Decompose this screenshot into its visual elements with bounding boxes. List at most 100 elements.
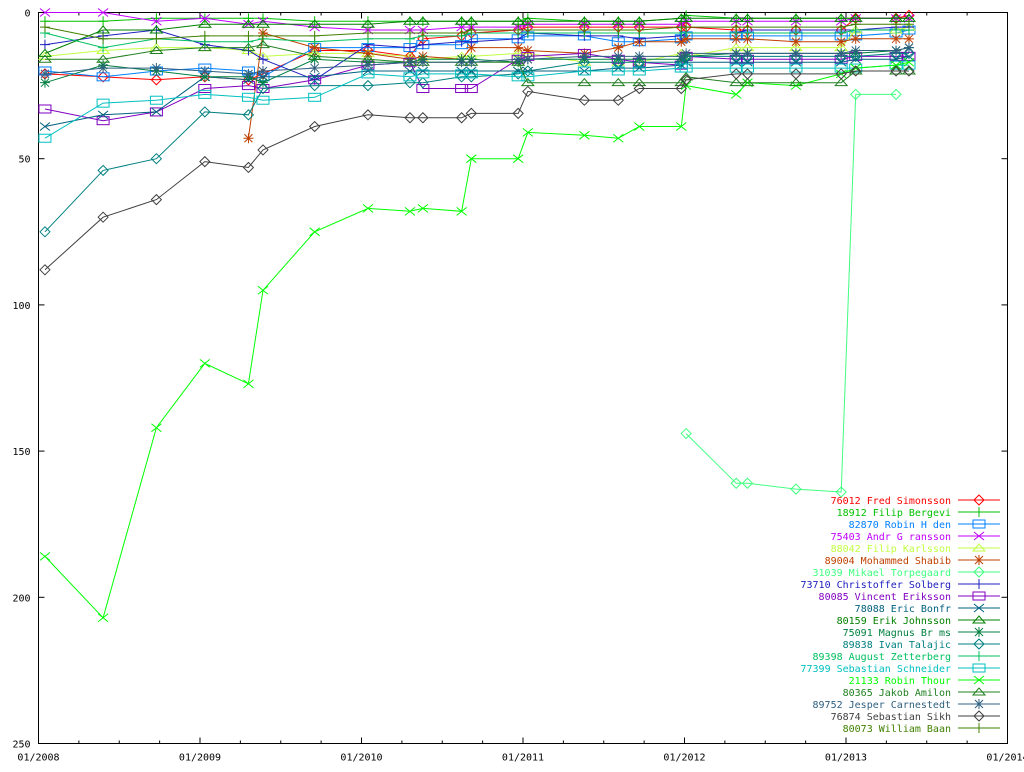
data-point	[97, 211, 109, 223]
data-point	[676, 36, 687, 47]
data-point	[835, 57, 847, 67]
data-point	[891, 19, 902, 30]
data-point	[634, 25, 645, 36]
data-point	[790, 483, 802, 495]
data-point	[579, 51, 590, 62]
data-point	[790, 68, 802, 80]
y-tick-label: 150	[12, 447, 30, 458]
legend-label: 82870 Robin H den	[849, 520, 951, 531]
legend-entry: 21133 Robin Thour	[849, 675, 1000, 687]
legend-marker	[971, 543, 987, 552]
data-point	[151, 63, 162, 74]
data-point	[150, 193, 163, 206]
data-point	[577, 77, 592, 87]
legend-entry: 75403 Andr G ransson	[831, 531, 1000, 543]
data-point	[37, 54, 53, 63]
data-point	[633, 82, 645, 95]
data-point	[197, 19, 212, 28]
data-point	[836, 48, 847, 59]
data-point	[903, 57, 915, 67]
data-point	[199, 65, 210, 76]
data-point	[849, 50, 862, 63]
data-point	[243, 379, 254, 389]
legend-marker	[972, 591, 986, 601]
legend-label: 88042 Filip Karlsson	[831, 544, 951, 555]
series-14	[38, 60, 916, 143]
data-point	[39, 122, 51, 131]
data-point	[39, 264, 51, 276]
legend-entry: 89752 Jesper Carnestedt	[813, 699, 1000, 711]
data-point	[417, 57, 428, 68]
data-point	[404, 112, 416, 124]
data-point	[455, 69, 469, 79]
data-point	[309, 72, 320, 82]
data-point	[456, 27, 467, 38]
data-point	[39, 8, 51, 17]
data-point	[850, 19, 861, 30]
data-point	[308, 79, 321, 92]
y-tick-label: 50	[18, 155, 30, 166]
data-point	[612, 56, 624, 68]
data-point	[38, 104, 52, 114]
data-point	[456, 206, 467, 216]
legend-entry: 76874 Sebastian Sikh	[831, 710, 1000, 723]
legend-marker	[971, 687, 987, 696]
legend-entry: 73710 Christoffer Solberg	[800, 579, 1000, 591]
x-tick-label: 01/2014	[986, 753, 1024, 764]
x-tick-label: 01/2012	[663, 753, 705, 764]
data-point	[151, 423, 162, 433]
data-point	[522, 45, 533, 56]
data-point	[789, 63, 803, 73]
legend-entry: 78088 Eric Bonfr	[855, 603, 1000, 615]
data-point	[466, 25, 477, 36]
data-point	[97, 110, 109, 120]
data-point	[97, 8, 109, 17]
data-point	[522, 127, 534, 137]
data-point	[417, 39, 428, 50]
data-point	[308, 92, 322, 102]
data-point	[241, 42, 256, 52]
data-point	[257, 77, 268, 88]
data-point	[850, 33, 861, 44]
data-point	[257, 144, 269, 156]
legend-entry: 88042 Filip Karlsson	[831, 543, 1000, 555]
legend-marker	[972, 663, 986, 673]
data-point	[849, 65, 862, 77]
data-point	[633, 56, 645, 68]
data-point	[241, 92, 255, 102]
data-point	[149, 25, 164, 34]
data-point	[403, 72, 417, 82]
data-point	[464, 84, 478, 94]
data-point	[199, 13, 211, 23]
data-point	[242, 109, 255, 121]
series-line	[44, 64, 909, 139]
data-point	[742, 33, 753, 44]
data-point	[740, 13, 755, 22]
data-point	[741, 68, 754, 80]
data-point	[241, 19, 256, 28]
data-point	[903, 65, 915, 77]
legend-marker	[974, 723, 984, 733]
data-point	[511, 16, 526, 25]
legend-entry: 31039 Mikael Torpegaard	[813, 566, 1000, 579]
data-point	[613, 25, 624, 36]
legend-label: 21133 Robin Thour	[849, 676, 951, 687]
legend-entry: 75091 Magnus Br ms	[843, 627, 1000, 639]
data-point	[466, 57, 477, 68]
data-point	[417, 27, 428, 38]
data-point	[466, 154, 477, 164]
data-point	[39, 39, 50, 50]
data-point	[308, 75, 322, 85]
data-point	[464, 16, 479, 25]
data-point	[243, 13, 254, 24]
data-point	[96, 45, 111, 55]
data-point	[903, 47, 915, 60]
data-point	[611, 66, 625, 76]
legend-entry: 89398 August Zetterberg	[813, 651, 1000, 663]
data-point	[150, 74, 163, 86]
data-point	[198, 84, 212, 94]
data-point	[902, 60, 916, 70]
data-point	[362, 48, 373, 59]
data-point	[836, 36, 847, 47]
data-point	[97, 164, 109, 177]
